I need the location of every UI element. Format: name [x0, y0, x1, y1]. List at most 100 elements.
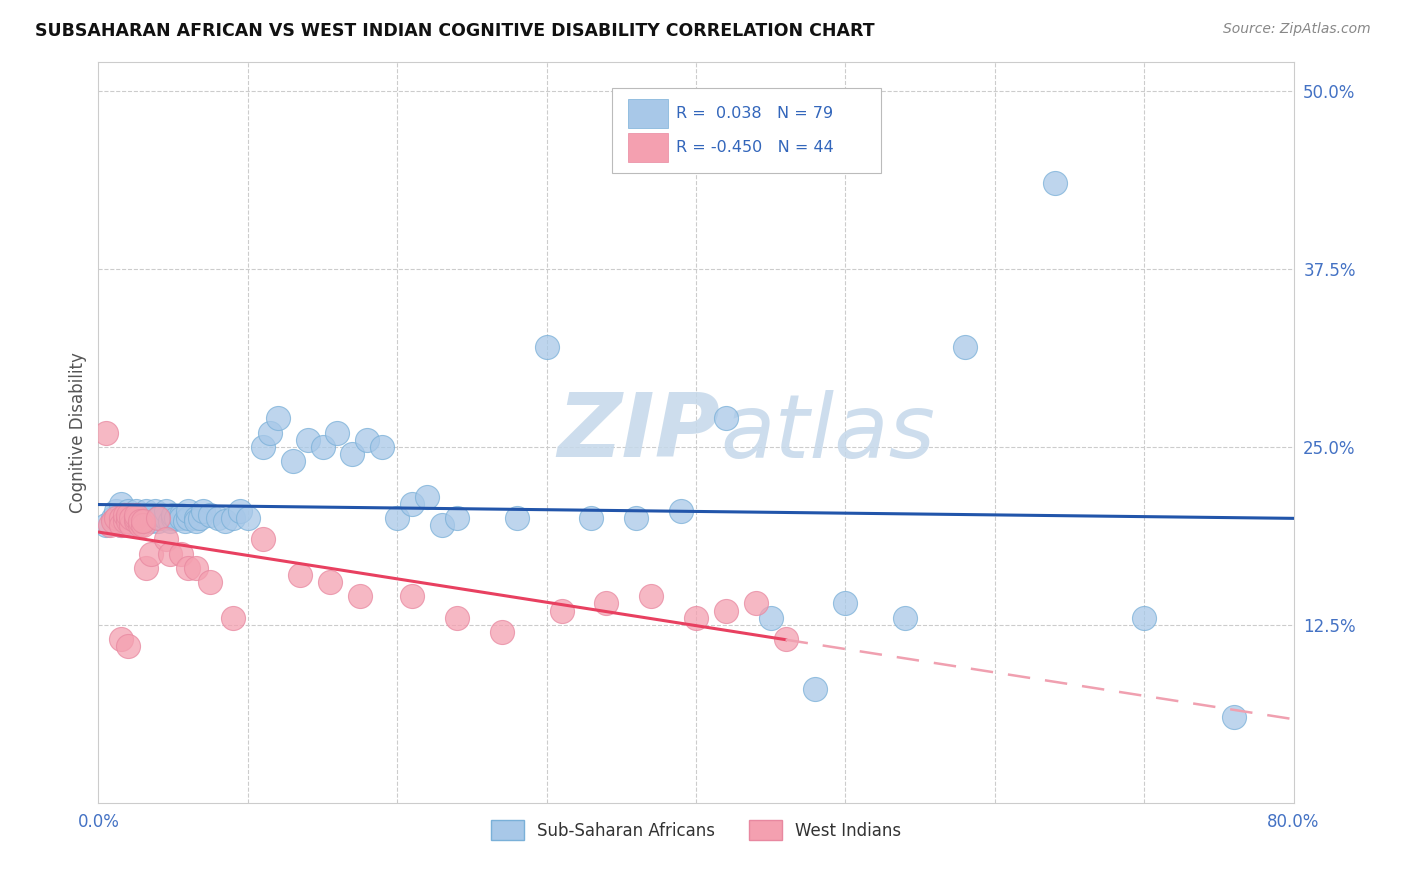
Point: [214, 514, 236, 528]
Point: [117, 514, 139, 528]
Point: [385, 511, 409, 525]
Legend: Sub-Saharan Africans, West Indians: Sub-Saharan Africans, West Indians: [484, 814, 908, 847]
Point: [159, 547, 181, 561]
Point: [267, 411, 290, 425]
Point: [94, 425, 117, 440]
Point: [125, 518, 148, 533]
Point: [110, 518, 132, 533]
Point: [714, 411, 737, 425]
Point: [1223, 710, 1246, 724]
Point: [125, 511, 148, 525]
Point: [834, 597, 856, 611]
Point: [446, 511, 468, 525]
Point: [371, 440, 394, 454]
FancyBboxPatch shape: [628, 99, 668, 128]
Point: [132, 518, 155, 533]
Point: [139, 508, 162, 523]
Point: [953, 340, 976, 354]
Point: [430, 518, 453, 533]
Point: [132, 511, 155, 525]
Point: [159, 514, 181, 528]
Point: [1043, 177, 1066, 191]
Point: [297, 433, 319, 447]
Point: [120, 508, 142, 523]
Point: [125, 508, 148, 523]
Point: [110, 511, 132, 525]
Point: [446, 610, 468, 624]
Point: [259, 425, 281, 440]
Point: [94, 518, 117, 533]
Point: [894, 610, 917, 624]
Point: [120, 511, 142, 525]
Point: [169, 547, 191, 561]
Point: [103, 514, 125, 528]
Point: [110, 497, 132, 511]
Point: [177, 504, 200, 518]
Point: [356, 433, 378, 447]
Point: [640, 590, 662, 604]
Point: [114, 511, 136, 525]
Point: [162, 511, 184, 525]
Point: [200, 575, 222, 590]
Point: [288, 568, 311, 582]
Point: [143, 511, 166, 525]
Point: [745, 597, 768, 611]
Point: [150, 508, 173, 523]
Point: [416, 490, 439, 504]
Point: [117, 504, 139, 518]
Point: [135, 511, 157, 525]
Point: [132, 508, 155, 523]
Point: [117, 508, 139, 523]
Point: [105, 504, 128, 518]
Point: [117, 511, 139, 525]
Point: [491, 624, 513, 639]
Text: SUBSAHARAN AFRICAN VS WEST INDIAN COGNITIVE DISABILITY CORRELATION CHART: SUBSAHARAN AFRICAN VS WEST INDIAN COGNIT…: [35, 22, 875, 40]
Point: [626, 511, 648, 525]
Point: [191, 504, 214, 518]
Text: R =  0.038   N = 79: R = 0.038 N = 79: [676, 106, 832, 121]
Point: [349, 590, 371, 604]
Point: [200, 508, 222, 523]
Point: [169, 508, 191, 523]
Point: [132, 514, 155, 528]
Point: [550, 604, 572, 618]
Point: [98, 518, 122, 533]
Point: [229, 504, 252, 518]
Point: [143, 504, 166, 518]
Point: [125, 514, 148, 528]
Point: [125, 511, 148, 525]
Point: [252, 440, 274, 454]
Point: [139, 511, 162, 525]
Point: [114, 508, 136, 523]
FancyBboxPatch shape: [628, 133, 668, 162]
Point: [177, 511, 200, 525]
Point: [155, 533, 177, 547]
Point: [536, 340, 558, 354]
Point: [669, 504, 692, 518]
Point: [311, 440, 333, 454]
Point: [685, 610, 707, 624]
Point: [184, 514, 207, 528]
Point: [177, 561, 200, 575]
Point: [236, 511, 259, 525]
Point: [1133, 610, 1156, 624]
Point: [595, 597, 617, 611]
Point: [150, 511, 173, 525]
Point: [184, 511, 207, 525]
Point: [165, 511, 187, 525]
Point: [759, 610, 782, 624]
Point: [125, 514, 148, 528]
Point: [120, 511, 142, 525]
Point: [129, 514, 152, 528]
Point: [342, 447, 364, 461]
Point: [129, 511, 152, 525]
Point: [155, 511, 177, 525]
Point: [804, 681, 827, 696]
Point: [129, 518, 152, 533]
Point: [581, 511, 603, 525]
Point: [775, 632, 797, 646]
Point: [139, 514, 162, 528]
Point: [184, 561, 207, 575]
Text: ZIP: ZIP: [557, 389, 720, 476]
Point: [155, 504, 177, 518]
